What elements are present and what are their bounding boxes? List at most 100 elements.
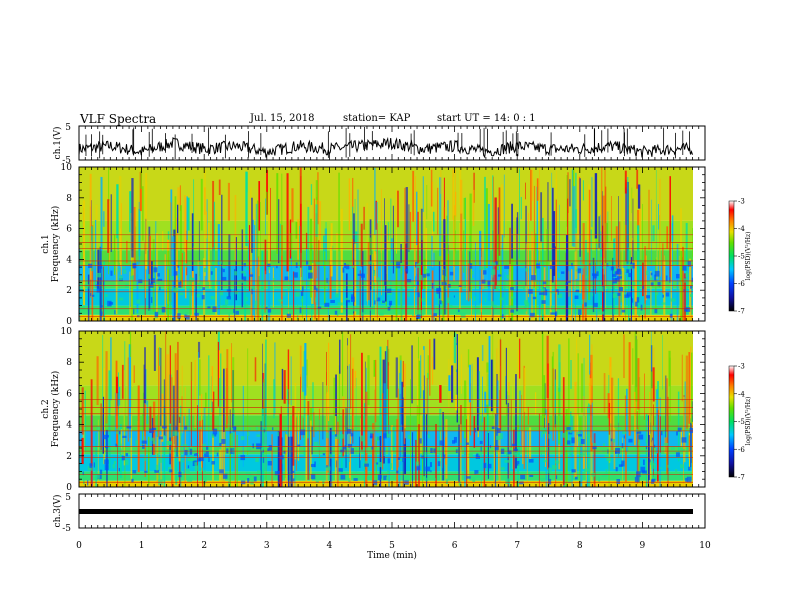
spectrogram-streak	[206, 199, 208, 267]
spectrogram-speckle	[577, 268, 581, 274]
spectrogram-speckle	[350, 433, 354, 437]
spectrogram-speckle	[500, 467, 505, 471]
spectrogram-speckle	[101, 311, 103, 317]
spectrogram-streak	[446, 234, 449, 268]
spectrogram-streak	[283, 370, 286, 404]
spectrogram-speckle	[210, 271, 213, 275]
spectrogram-streak	[684, 381, 686, 439]
spectrogram-speckle	[483, 462, 487, 469]
spectrogram-speckle	[235, 310, 239, 315]
spectrogram-streak	[473, 172, 475, 203]
spectrogram-streak	[207, 222, 210, 282]
colorbar-tick-label: -4	[738, 390, 745, 398]
spectrogram-speckle	[234, 290, 238, 295]
spectrogram-streak	[234, 194, 237, 261]
spectrogram-speckle	[476, 473, 482, 478]
spectrogram-speckle	[378, 461, 383, 468]
spectrogram-speckle	[437, 461, 441, 467]
spectrogram-streak	[439, 385, 442, 403]
spectrogram-speckle	[550, 305, 553, 310]
spectrogram-streak	[144, 374, 146, 437]
spectrogram-streak	[305, 375, 308, 484]
ch1-ytick-top: 5	[65, 123, 71, 133]
spectrogram-streak	[262, 382, 264, 400]
spectrogram-streak	[374, 167, 376, 235]
spectrogram-speckle	[249, 427, 251, 431]
spectrogram-streak	[466, 419, 468, 487]
spectrogram-streak	[404, 438, 407, 474]
spectrogram-streak	[451, 365, 454, 403]
spectrogram-streak	[281, 368, 284, 400]
spectrogram-streak	[144, 347, 146, 404]
spectrogram-speckle	[561, 271, 565, 274]
spectrogram-speckle	[407, 281, 411, 284]
spectrogram-speckle	[518, 308, 524, 314]
spectrogram-streak	[175, 217, 178, 319]
spectrogram-speckle	[96, 283, 99, 289]
spectrogram-streak	[265, 191, 268, 215]
spectrogram-streak	[657, 381, 660, 411]
spectrogram-streak	[388, 425, 390, 487]
spectrogram-streak	[138, 201, 141, 265]
spectrogram-streak	[413, 238, 415, 321]
spectrogram-speckle	[580, 438, 585, 445]
spectrogram-speckle	[370, 432, 373, 438]
spectrogram-speckle	[107, 300, 112, 307]
spectrogram-streak	[493, 176, 494, 284]
spectrogram-speckle	[104, 445, 109, 449]
spectrogram-streak	[568, 271, 570, 297]
spectrogram-speckle	[249, 444, 252, 451]
spectrogram-speckle	[373, 270, 376, 276]
spectrogram-streak	[551, 172, 553, 264]
spectrogram-speckle	[649, 459, 651, 463]
spectrogram-streak	[432, 356, 434, 385]
spectrogram-speckle	[158, 436, 163, 440]
spectrogram-streak	[327, 273, 329, 321]
spectrogram-streak	[229, 433, 231, 487]
spectrogram-speckle	[492, 304, 497, 310]
spectrogram-speckle	[691, 277, 694, 283]
spectrogram-speckle	[245, 304, 249, 310]
spectrogram-streak	[190, 361, 192, 447]
spectrogram-streak	[165, 331, 167, 437]
spectrogram-speckle	[342, 446, 347, 450]
spectrogram-speckle	[591, 273, 597, 276]
spectrogram-speckle	[190, 455, 194, 462]
spectrogram-streak	[288, 222, 289, 321]
spectrogram-streak	[599, 214, 601, 269]
spectrogram-streak	[354, 370, 357, 389]
spectrogram-streak	[115, 360, 118, 427]
spectrogram-streak	[173, 435, 175, 487]
spectrogram-streak	[280, 406, 282, 451]
spectrogram-streak	[226, 349, 229, 424]
spectrogram-speckle	[95, 469, 98, 475]
spectrogram-speckle	[184, 312, 188, 316]
spectrogram-speckle	[617, 276, 623, 279]
spectrogram-speckle	[350, 296, 355, 302]
spectrogram-speckle	[578, 434, 582, 437]
frequency-tick-label: 4	[66, 255, 72, 265]
spectrogram-speckle	[256, 434, 261, 437]
spectrogram-streak	[609, 366, 611, 445]
spectrogram-speckle	[513, 448, 518, 451]
spectrogram-speckle	[683, 278, 689, 283]
spectrogram-streak	[352, 206, 354, 239]
spectrogram-speckle	[606, 456, 612, 462]
spectrogram-streak	[335, 437, 338, 461]
spectrogram-streak	[337, 421, 339, 487]
spectrogram-speckle	[597, 288, 599, 294]
spectrogram-streak	[245, 171, 248, 247]
spectrogram-streak	[577, 174, 580, 240]
spectrogram-streak	[145, 173, 148, 270]
spectrogram-streak	[589, 334, 591, 375]
spectrogram-speckle	[504, 264, 510, 269]
spectrogram-streak	[422, 349, 425, 391]
spectrogram-speckle	[121, 455, 125, 461]
spectrogram-speckle	[337, 302, 343, 306]
spectrogram-streak	[191, 362, 193, 381]
spectrogram-streak	[440, 170, 442, 194]
spectrogram-streak	[81, 387, 84, 435]
spectrogram-streak	[171, 437, 174, 487]
spectrogram-streak	[197, 341, 201, 358]
spectrogram-streak	[426, 377, 428, 435]
